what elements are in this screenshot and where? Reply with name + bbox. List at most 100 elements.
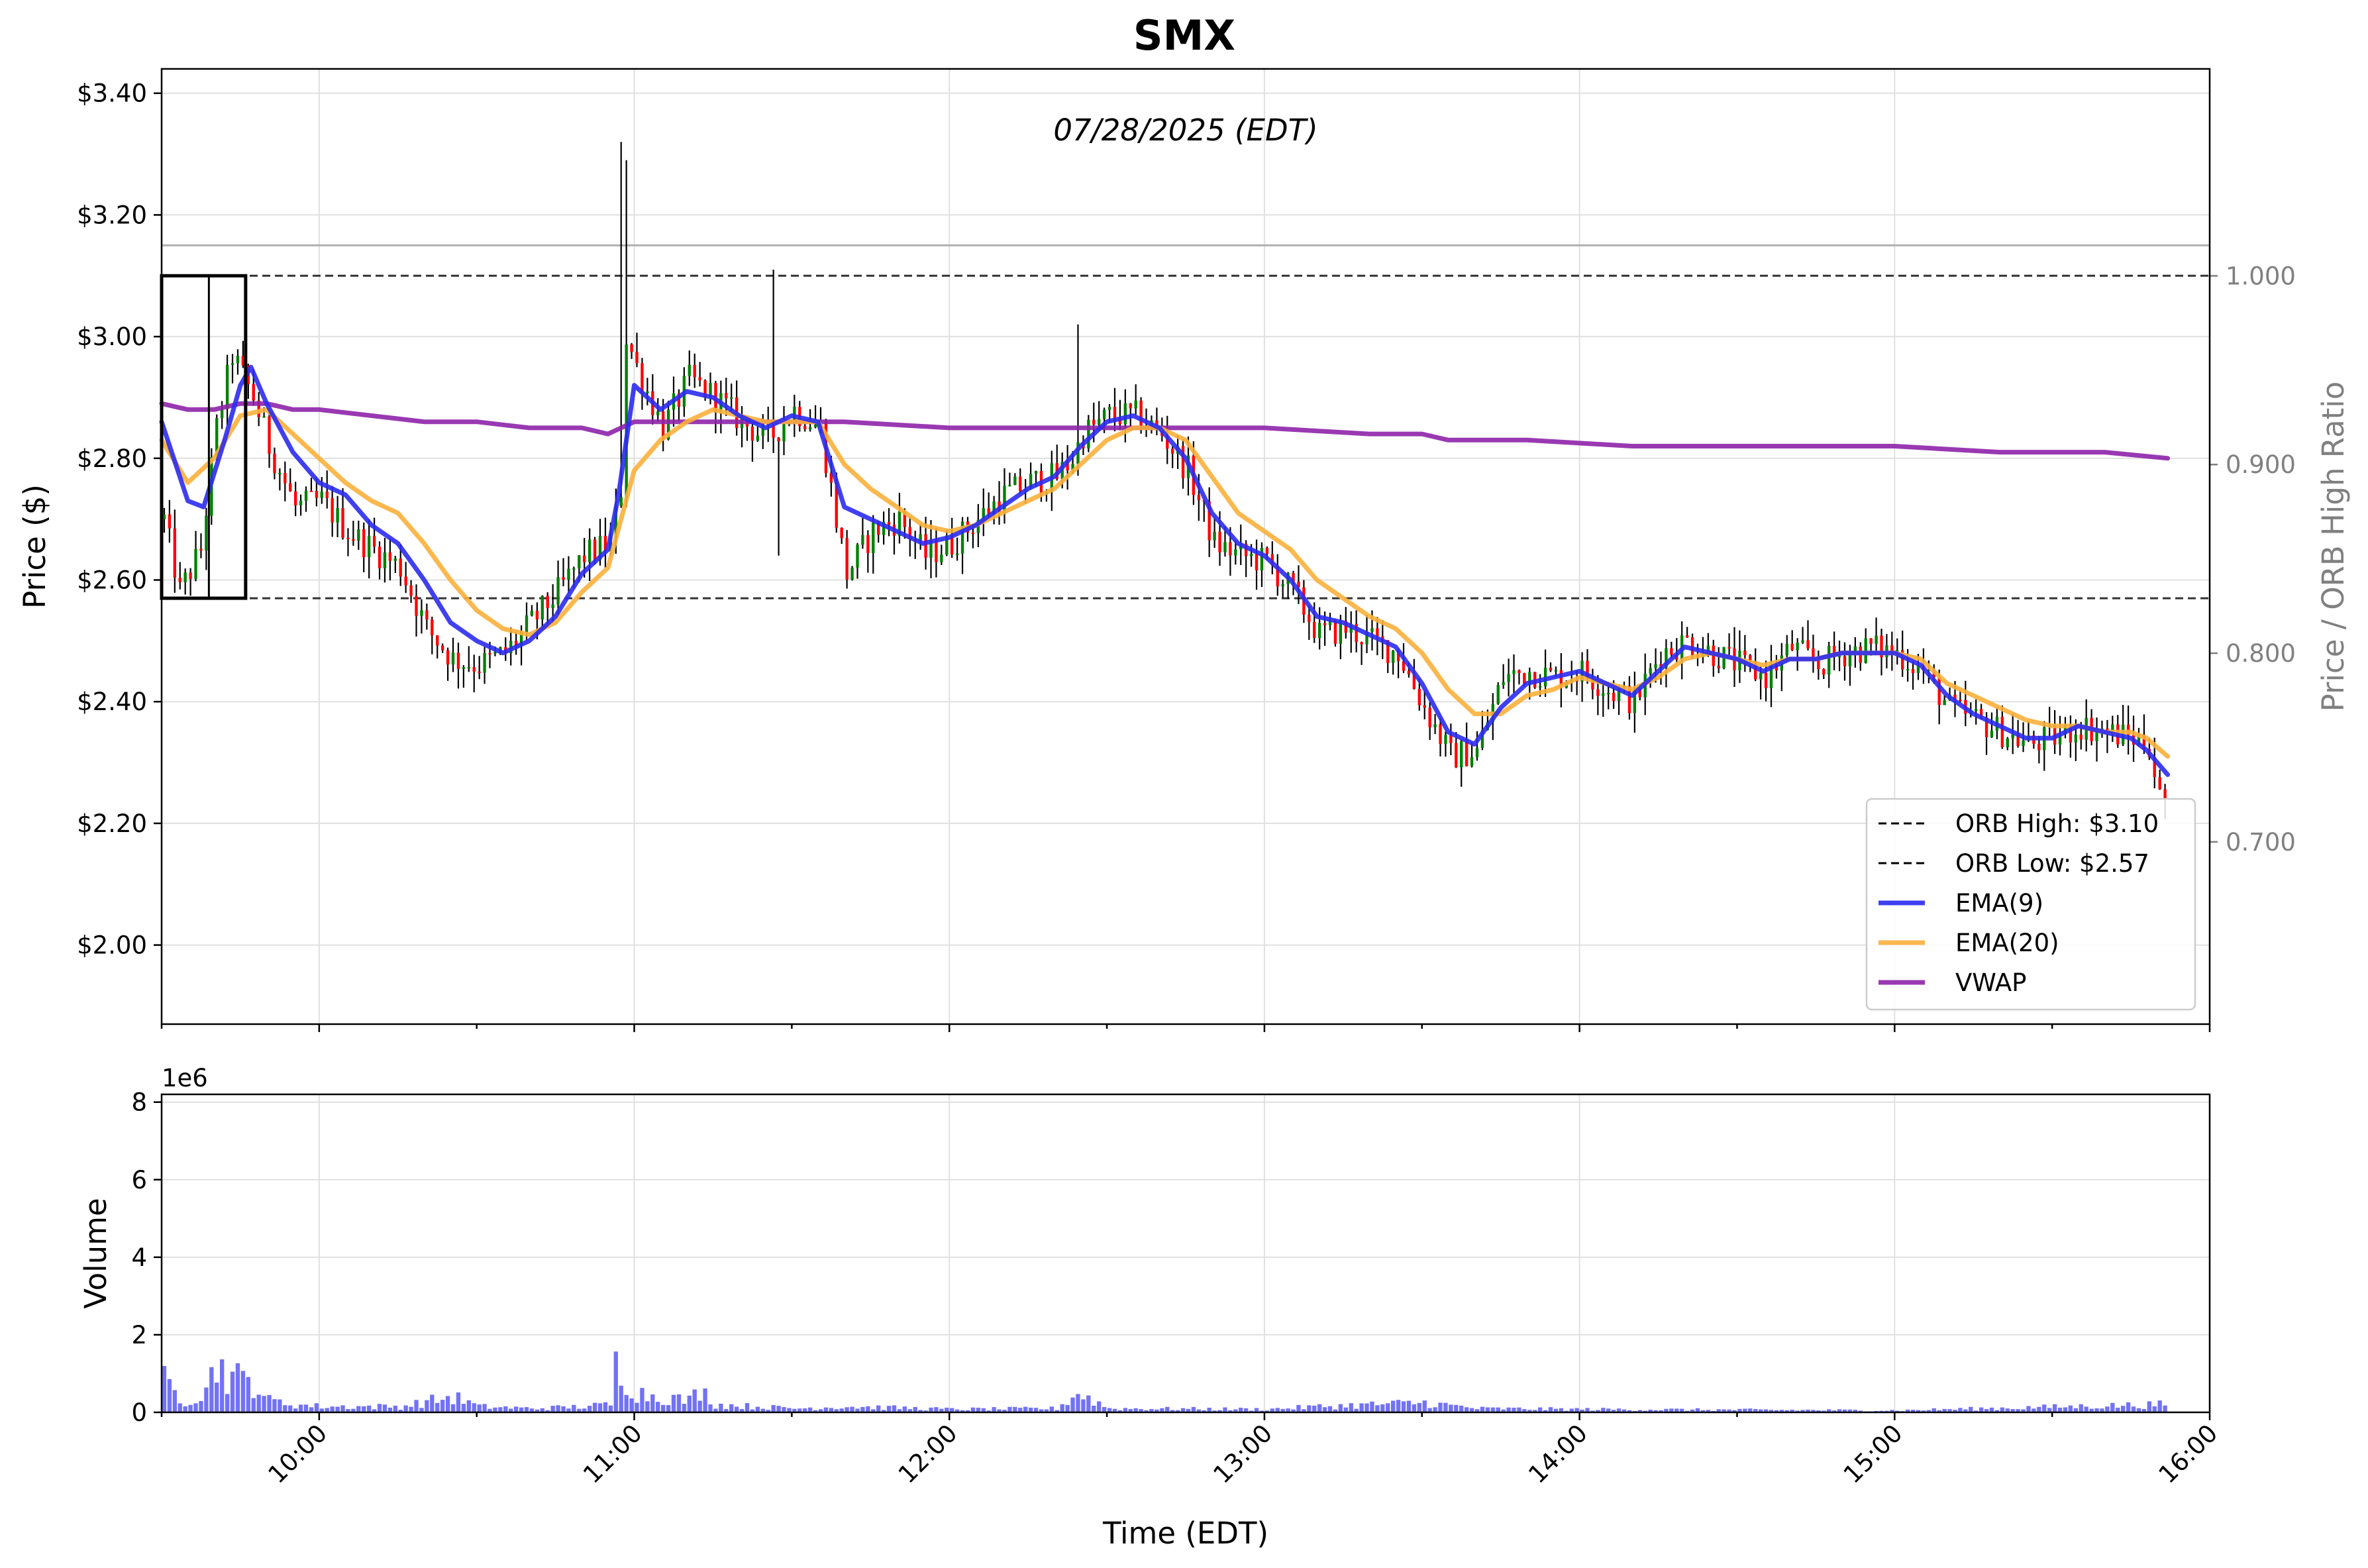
price-y-axis-title: Price ($) <box>17 484 52 609</box>
candle-down <box>1439 724 1442 744</box>
volume-bar <box>303 1404 309 1412</box>
candle-up <box>357 529 360 541</box>
candle-up <box>320 492 323 498</box>
candle-up <box>299 500 303 505</box>
candle-down <box>1270 554 1274 566</box>
candle-up <box>619 497 623 506</box>
volume-bar <box>272 1399 277 1412</box>
volume-bar <box>597 1403 603 1412</box>
volume-bar <box>178 1403 182 1412</box>
candle-up <box>1317 623 1321 639</box>
volume-bar <box>256 1394 261 1412</box>
volume-bar <box>866 1406 870 1412</box>
candle-up <box>1003 486 1006 514</box>
volume-bar <box>660 1404 666 1412</box>
candle-down <box>1822 669 1826 675</box>
price-y-tick-label: $2.80 <box>77 444 147 473</box>
candle-down <box>1559 670 1563 688</box>
volume-bar <box>1512 1408 1516 1412</box>
volume-bar <box>1102 1407 1107 1412</box>
candle-down <box>1670 648 1673 655</box>
price-y-tick-label: $3.40 <box>77 79 147 108</box>
volume-bar <box>1616 1408 1622 1412</box>
candle-down <box>1417 689 1421 706</box>
volume-bar <box>1490 1407 1495 1412</box>
candle-up <box>856 545 859 568</box>
candle-up <box>231 363 234 365</box>
volume-bar <box>524 1407 529 1412</box>
volume-bar <box>545 1410 550 1412</box>
volume-bar <box>1984 1409 1989 1412</box>
volume-bar <box>251 1398 256 1412</box>
candle-down <box>325 492 329 498</box>
volume-bar <box>346 1409 350 1412</box>
volume-bar <box>1942 1408 1947 1412</box>
volume-bar <box>1175 1410 1180 1412</box>
candle-up <box>462 667 466 669</box>
candle-down <box>1586 660 1589 678</box>
volume-bar <box>2152 1406 2157 1412</box>
candle-down <box>1229 542 1232 556</box>
candle-up <box>656 411 660 415</box>
candle-up <box>205 515 208 550</box>
candle-down <box>2069 725 2073 743</box>
candle-up <box>1034 471 1038 474</box>
volume-bar <box>1811 1410 1816 1412</box>
volume-bar <box>529 1408 535 1412</box>
volume-bar <box>813 1410 818 1412</box>
volume-bar <box>1748 1408 1753 1412</box>
candle-down <box>283 472 287 484</box>
volume-bar <box>1979 1407 1984 1412</box>
volume-bar <box>540 1408 544 1412</box>
volume-bar <box>2147 1401 2151 1412</box>
volume-bar <box>1690 1409 1695 1412</box>
volume-bar <box>845 1407 849 1412</box>
price-y-tick-label: $2.20 <box>77 810 147 838</box>
candle-up <box>493 652 497 654</box>
candle-down <box>1376 628 1379 637</box>
volume-bar <box>372 1409 377 1412</box>
volume-bar <box>1191 1406 1196 1412</box>
volume-bar <box>1806 1409 1810 1412</box>
volume-bar <box>414 1400 419 1412</box>
candle-down <box>1423 705 1426 708</box>
candle-down <box>1333 620 1337 644</box>
candle-down <box>1984 717 1988 737</box>
candle-up <box>420 610 423 616</box>
volume-bar <box>1097 1401 1102 1412</box>
volume-bar <box>1270 1408 1274 1412</box>
volume-bar <box>1837 1409 1842 1412</box>
volume-bar <box>1375 1405 1380 1412</box>
volume-bar <box>1155 1409 1159 1412</box>
volume-bar <box>1695 1408 1700 1412</box>
candle-up <box>761 423 764 436</box>
candle-down <box>2037 743 2041 751</box>
volume-bar <box>535 1409 540 1412</box>
candle-down <box>1880 635 1883 658</box>
candle-down <box>908 527 911 540</box>
candle-up <box>1706 645 1710 653</box>
volume-bar <box>1659 1410 1663 1412</box>
candle-up <box>1801 640 1804 643</box>
volume-y-tick-label: 6 <box>131 1166 147 1194</box>
candle-down <box>399 558 402 577</box>
price-reference-lines <box>162 244 2210 600</box>
volume-bar <box>1459 1405 1464 1412</box>
volume-bar <box>1380 1404 1385 1412</box>
volume-bar <box>293 1408 298 1412</box>
volume-bar <box>498 1407 503 1412</box>
volume-bar <box>1648 1409 1653 1412</box>
candle-up <box>955 553 959 555</box>
volume-bar <box>503 1406 508 1412</box>
volume-bar <box>430 1394 435 1412</box>
candle-down <box>1549 667 1553 671</box>
volume-bar <box>792 1408 797 1412</box>
candle-down <box>178 578 181 582</box>
volume-bar <box>1007 1406 1012 1412</box>
candle-down <box>1292 573 1295 582</box>
volume-bar <box>624 1394 629 1412</box>
volume-bar <box>472 1403 476 1412</box>
candle-down <box>2163 789 2167 799</box>
volume-bar <box>1286 1408 1290 1412</box>
volume-bar <box>892 1405 897 1412</box>
